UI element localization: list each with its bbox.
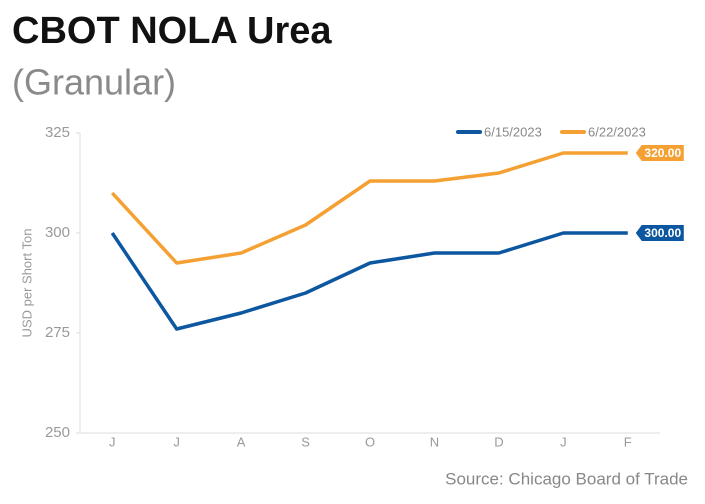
chart-subtitle: (Granular) [12, 62, 176, 103]
y-axis-label: USD per Short Ton [19, 229, 34, 338]
x-tick-label: A [237, 434, 246, 449]
x-tick-label: S [301, 434, 310, 449]
x-tick-label: J [173, 434, 180, 449]
y-tick-label: 250 [45, 424, 70, 441]
legend-label: 6/15/2023 [484, 124, 542, 139]
x-tick-label: O [365, 434, 375, 449]
legend-label: 6/22/2023 [588, 124, 646, 139]
source: Source: Chicago Board of Trade [445, 469, 688, 488]
chart-title: CBOT NOLA Urea [12, 10, 332, 52]
value-label: 300.00 [644, 226, 681, 240]
line [110, 151, 628, 265]
value-label-box [635, 225, 684, 241]
line [110, 231, 628, 331]
x-tick-label: N [430, 434, 439, 449]
value-label-box [635, 145, 684, 161]
x-tick-label: F [624, 434, 632, 449]
value-label: 320.00 [644, 146, 681, 160]
y-tick-label: 300 [45, 224, 70, 241]
x-tick-label: D [494, 434, 503, 449]
x-tick-label: J [560, 434, 567, 449]
x-tick-label: J [109, 434, 116, 449]
y-tick-label: 275 [45, 324, 70, 341]
y-tick-label: 325 [45, 124, 70, 141]
